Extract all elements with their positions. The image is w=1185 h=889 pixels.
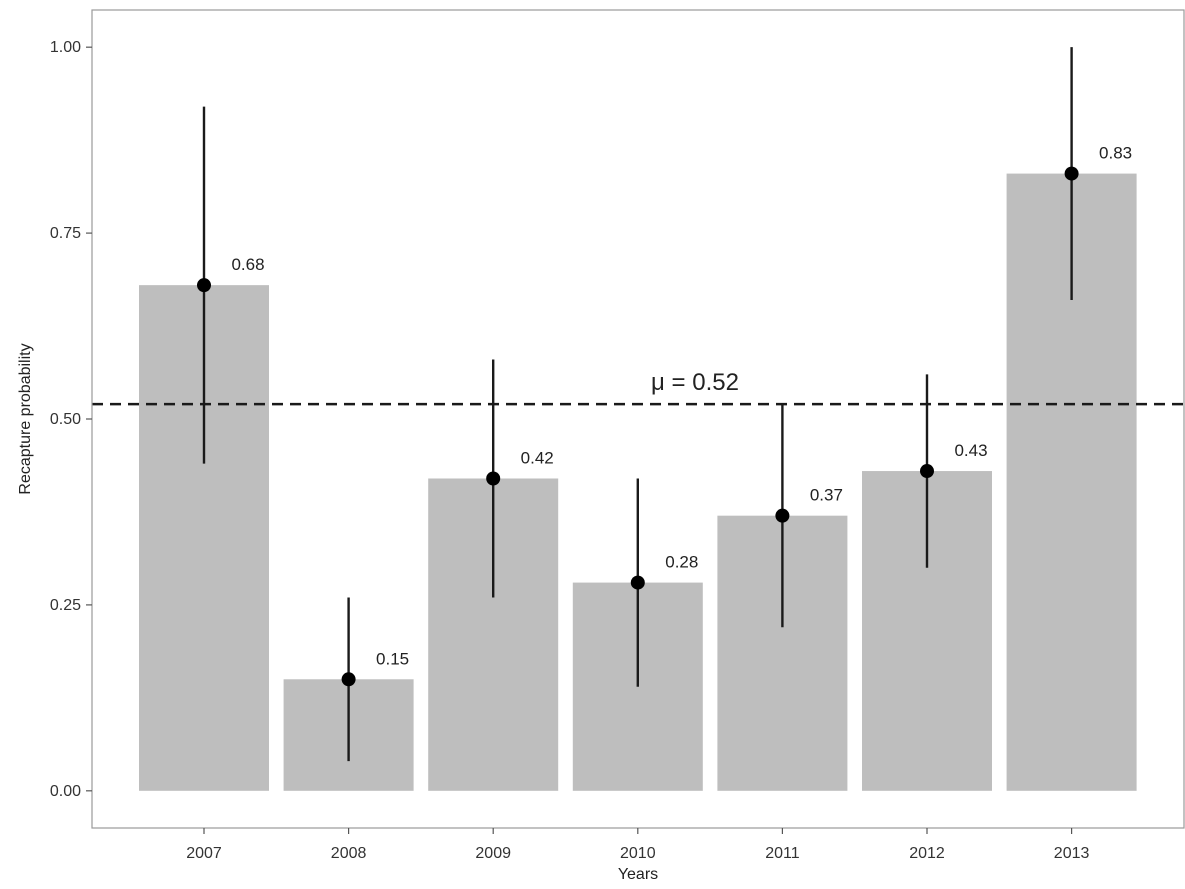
x-tick-label-2011: 2011: [765, 845, 800, 862]
point-2013: [1064, 166, 1079, 181]
point-2009: [486, 471, 501, 486]
mean-line-layer: μ = 0.52: [92, 369, 1184, 406]
data-label-2011: 0.37: [810, 486, 843, 505]
x-tick-label-2008: 2008: [331, 845, 367, 862]
data-label-2008: 0.15: [376, 649, 409, 668]
y-tick-label: 0.25: [50, 597, 81, 614]
data-label-2007: 0.68: [231, 255, 264, 274]
data-label-2012: 0.43: [954, 441, 987, 460]
x-tick-label-2013: 2013: [1054, 845, 1090, 862]
mean-label: μ = 0.52: [651, 369, 739, 396]
y-tick-label: 0.75: [50, 225, 81, 242]
data-label-2009: 0.42: [521, 448, 554, 467]
x-tick-label-2012: 2012: [909, 845, 945, 862]
points-layer: [197, 166, 1079, 687]
point-2008: [341, 672, 356, 687]
y-tick-label: 0.00: [50, 783, 81, 800]
x-tick-label-2007: 2007: [186, 845, 222, 862]
y-tick-label: 0.50: [50, 411, 81, 428]
y-axis-title: Recapture probability: [17, 343, 34, 494]
point-2007: [197, 278, 211, 293]
point-2010: [630, 575, 645, 590]
data-label-2010: 0.28: [665, 553, 698, 572]
y-axis: 0.00 0.25 0.50 0.75 1.00: [50, 39, 92, 800]
data-labels-layer: 0.68 0.15 0.42 0.28 0.37 0.43 0.83: [231, 144, 1132, 669]
point-2012: [920, 464, 934, 479]
data-label-2013: 0.83: [1099, 144, 1132, 163]
x-axis-title: Years: [618, 866, 658, 883]
x-tick-label-2009: 2009: [475, 845, 511, 862]
y-tick-label: 1.00: [50, 39, 81, 56]
point-2011: [775, 508, 790, 523]
x-axis: 2007 2008 2009 2010 2011 2012 2013: [186, 828, 1089, 862]
x-tick-label-2010: 2010: [620, 845, 656, 862]
